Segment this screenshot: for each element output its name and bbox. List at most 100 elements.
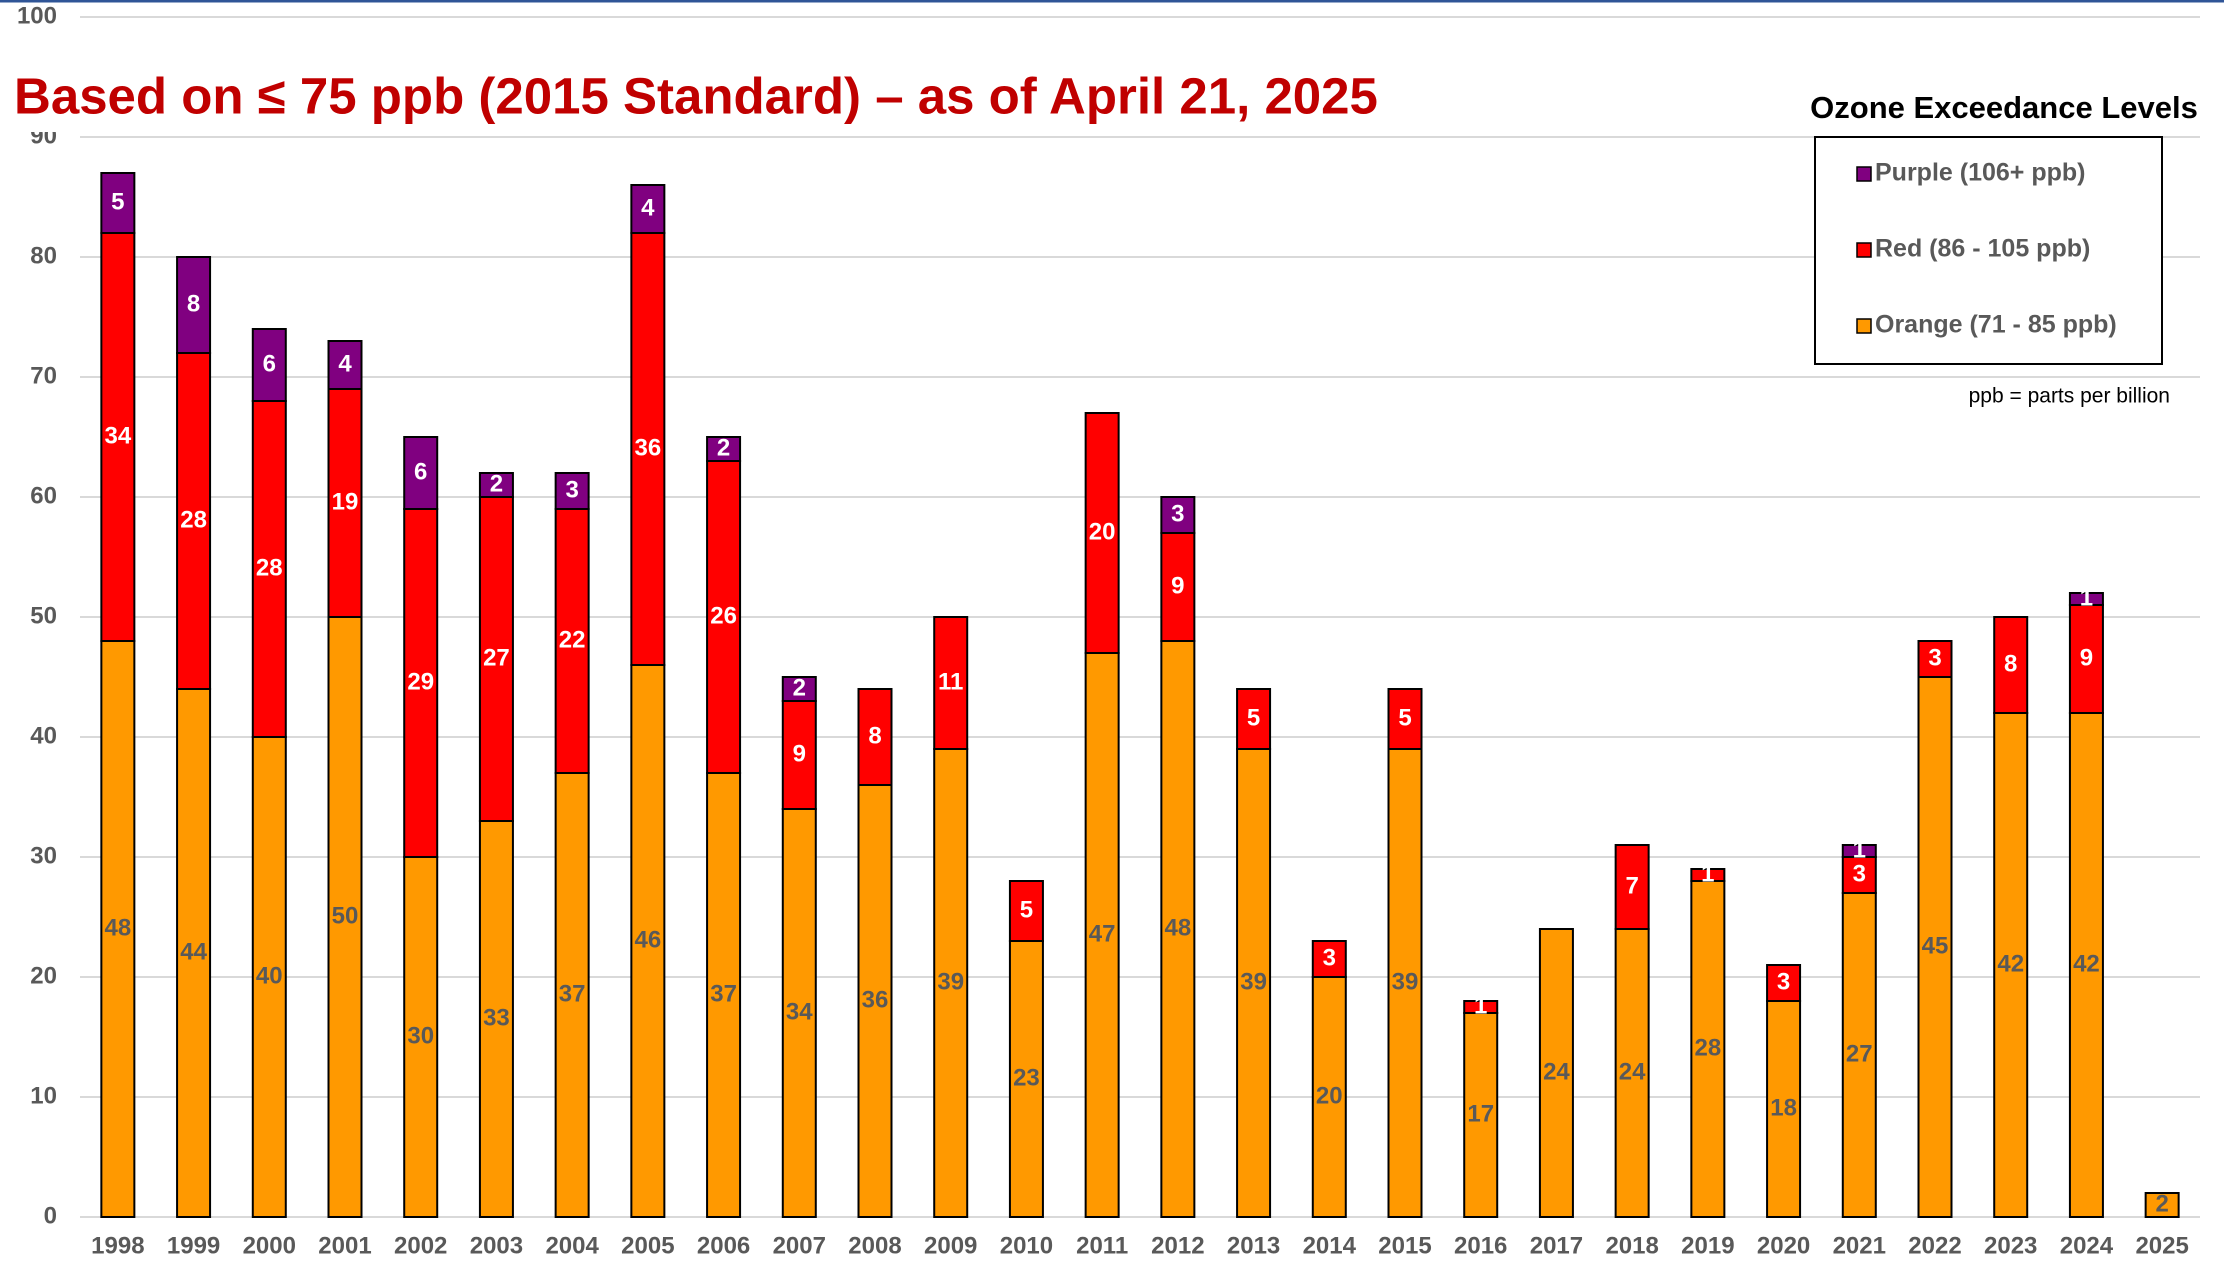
data-label: 50 bbox=[332, 902, 359, 929]
data-label: 37 bbox=[559, 980, 586, 1007]
y-tick-label: 10 bbox=[30, 1082, 57, 1109]
bar-segment bbox=[478, 472, 514, 498]
bar-segment bbox=[857, 688, 893, 786]
data-label: 9 bbox=[2080, 644, 2093, 671]
x-tick-label: 2024 bbox=[2060, 1232, 2114, 1259]
bar-segment bbox=[100, 232, 136, 642]
bar-segment bbox=[781, 700, 817, 810]
bar-segment bbox=[2144, 1192, 2180, 1218]
bar-segment bbox=[251, 328, 287, 402]
bar-segment bbox=[706, 772, 742, 1218]
data-label: 1 bbox=[1853, 836, 1866, 863]
data-label: 39 bbox=[937, 968, 964, 995]
y-tick-label: 50 bbox=[30, 602, 57, 629]
data-label: 8 bbox=[868, 722, 881, 749]
x-tick-label: 2017 bbox=[1530, 1232, 1583, 1259]
data-label: 17 bbox=[1467, 1100, 1494, 1127]
data-label: 34 bbox=[105, 422, 132, 449]
data-label: 11 bbox=[938, 668, 963, 695]
bar-segment bbox=[251, 400, 287, 738]
bar-segment bbox=[1236, 688, 1272, 750]
bar-segment bbox=[1311, 940, 1347, 978]
data-label: 3 bbox=[1323, 944, 1336, 971]
y-tick-label: 70 bbox=[30, 362, 57, 389]
bar-segment bbox=[1311, 976, 1347, 1218]
y-tick-label: 30 bbox=[30, 842, 57, 869]
legend-label: Red (86 - 105 ppb) bbox=[1875, 235, 2090, 263]
data-label: 18 bbox=[1770, 1094, 1797, 1121]
data-label: 19 bbox=[332, 488, 359, 515]
x-tick-label: 2010 bbox=[1000, 1232, 1053, 1259]
y-tick-label: 40 bbox=[30, 722, 57, 749]
data-label: 28 bbox=[256, 554, 283, 581]
bar-segment bbox=[554, 508, 590, 774]
x-tick-label: 2016 bbox=[1454, 1232, 1507, 1259]
x-tick-label: 2022 bbox=[1908, 1232, 1961, 1259]
x-tick-label: 2012 bbox=[1151, 1232, 1204, 1259]
data-label: 48 bbox=[1165, 914, 1192, 941]
bar-segment bbox=[176, 256, 212, 354]
data-label: 34 bbox=[786, 998, 813, 1025]
bar-segment bbox=[1993, 712, 2029, 1218]
bar-segment bbox=[403, 436, 439, 510]
data-label: 37 bbox=[710, 980, 737, 1007]
bar-segment bbox=[100, 172, 136, 234]
legend-label: Purple (106+ ppb) bbox=[1875, 159, 2085, 187]
legend: Purple (106+ ppb) Red (86 - 105 ppb) Orang… bbox=[1856, 159, 2117, 339]
data-label: 2 bbox=[793, 674, 806, 701]
x-tick-label: 2019 bbox=[1681, 1232, 1734, 1259]
bar-segment bbox=[1917, 676, 1953, 1218]
bar-segment bbox=[176, 352, 212, 690]
legend-label: Orange (71 - 85 ppb) bbox=[1875, 311, 2117, 339]
x-tick-label: 2001 bbox=[318, 1232, 371, 1259]
data-label: 6 bbox=[414, 458, 427, 485]
x-tick-label: 2002 bbox=[394, 1232, 447, 1259]
y-tick-label: 100 bbox=[17, 2, 57, 29]
bar-segment bbox=[1841, 844, 1877, 858]
bar-segment bbox=[857, 784, 893, 1218]
bar-segment bbox=[1387, 748, 1423, 1218]
data-label: 5 bbox=[1247, 704, 1260, 731]
x-tick-label: 2004 bbox=[545, 1232, 599, 1259]
bar-segment bbox=[327, 616, 363, 1218]
data-label: 47 bbox=[1089, 920, 1116, 947]
data-label: 45 bbox=[1922, 932, 1949, 959]
bar-segment bbox=[781, 676, 817, 702]
data-label: 39 bbox=[1240, 968, 1267, 995]
legend-swatch bbox=[1856, 166, 1872, 182]
legend-title: Ozone Exceedance Levels bbox=[1810, 90, 2198, 125]
data-label: 3 bbox=[1777, 968, 1790, 995]
data-label: 46 bbox=[635, 926, 662, 953]
bar-segment bbox=[1236, 748, 1272, 1218]
x-tick-label: 2006 bbox=[697, 1232, 750, 1259]
x-tick-label: 2009 bbox=[924, 1232, 977, 1259]
data-label: 7 bbox=[1625, 872, 1638, 899]
y-tick-label: 0 bbox=[44, 1202, 57, 1229]
data-label: 40 bbox=[256, 962, 283, 989]
bar-segment bbox=[1917, 640, 1953, 678]
bar-segment bbox=[933, 616, 969, 750]
bar-segment bbox=[1160, 496, 1196, 534]
data-label: 8 bbox=[187, 290, 200, 317]
data-label: 1 bbox=[1474, 992, 1487, 1019]
y-tick-label: 60 bbox=[30, 482, 57, 509]
bar-segment bbox=[1160, 640, 1196, 1218]
data-label: 6 bbox=[263, 350, 276, 377]
x-tick-label: 2021 bbox=[1833, 1232, 1886, 1259]
data-label: 5 bbox=[111, 188, 124, 215]
annotation: ppb = parts per billion bbox=[1969, 385, 2170, 408]
bar-segment bbox=[630, 184, 666, 234]
data-label: 39 bbox=[1392, 968, 1419, 995]
x-tick-label: 2015 bbox=[1378, 1232, 1431, 1259]
data-label: 1 bbox=[1701, 860, 1714, 887]
bar-segment bbox=[1766, 1000, 1802, 1218]
data-label: 2 bbox=[490, 470, 503, 497]
bar-segment bbox=[1614, 844, 1650, 930]
data-label: 44 bbox=[180, 938, 207, 965]
data-label: 5 bbox=[1398, 704, 1411, 731]
bar-segment bbox=[706, 436, 742, 462]
x-tick-label: 2000 bbox=[243, 1232, 296, 1259]
x-tick-label: 2014 bbox=[1303, 1232, 1357, 1259]
bar-segment bbox=[176, 688, 212, 1218]
x-tick-label: 2013 bbox=[1227, 1232, 1280, 1259]
